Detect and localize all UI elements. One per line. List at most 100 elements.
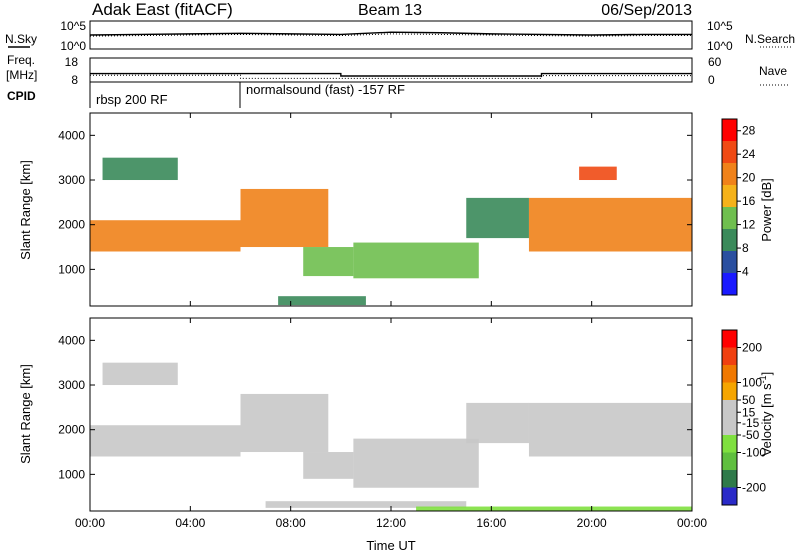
colorbar-swatch	[722, 452, 737, 471]
colorbar-swatch	[722, 229, 737, 252]
power-panel: 1000 2000 3000 4000 Slant Range [km]	[18, 112, 693, 307]
data-band	[466, 197, 529, 239]
cpid-label: CPID	[7, 89, 36, 103]
freq-left-tick-top: 18	[65, 55, 79, 69]
colorbar-frame	[721, 329, 738, 506]
velocity-xtick-layer: 00:00 04:00 08:00 12:00 16:00 20:00 00:00	[75, 516, 707, 530]
y-tick-label: 1000	[58, 262, 85, 276]
colorbar-tick-label: 200	[742, 341, 762, 355]
freq-series	[90, 72, 692, 77]
y-tick-label: 4000	[58, 128, 85, 142]
colorbar-tick-label: 24	[742, 147, 756, 161]
velocity-panel: 1000 2000 3000 4000 00:00 04:00 08:00 12:00 16:…	[18, 317, 707, 553]
colorbar-swatch	[722, 487, 737, 506]
data-band	[416, 506, 692, 511]
data-band	[528, 197, 692, 252]
data-band	[90, 220, 241, 252]
date-title: 06/Sep/2013	[601, 2, 692, 19]
colorbar-swatch	[722, 435, 737, 453]
noise-left-tick-bottom: 10^0	[60, 39, 86, 53]
power-band-layer	[90, 157, 692, 306]
colorbar-swatch	[722, 382, 737, 401]
noise-search-series	[89, 33, 692, 37]
freq-right-tick-top: 60	[708, 55, 722, 69]
data-band	[90, 425, 241, 457]
velocity-ylabel: Slant Range [km]	[18, 364, 33, 464]
beam-title: Beam 13	[358, 2, 422, 19]
nave-series	[90, 74, 692, 79]
colorbar-tick-label: 20	[742, 171, 756, 185]
colorbar-tick-label: 16	[742, 194, 756, 208]
y-tick-label: 3000	[58, 378, 85, 392]
data-band	[303, 247, 354, 277]
colorbar-tick-label: 8	[742, 241, 749, 255]
data-band	[102, 362, 178, 386]
velocity-colorbar-label-sup: -1	[758, 375, 768, 383]
y-tick-label: 4000	[58, 333, 85, 347]
freq-left-tick-bottom: 8	[71, 73, 78, 87]
colorbar-tick-label: 50	[742, 393, 756, 407]
colorbar-tick-label: 100	[742, 376, 762, 390]
data-band	[466, 402, 529, 444]
data-band	[528, 402, 692, 457]
power-colorbar: 4 8 12 16 20 24 28	[721, 118, 756, 296]
data-band	[303, 452, 354, 479]
cpid-segment-1: rbsp 200 RF	[96, 92, 168, 107]
data-band	[278, 296, 366, 306]
x-tick-label: 04:00	[175, 516, 205, 530]
colorbar-tick-label: -200	[742, 481, 766, 495]
data-band	[102, 157, 178, 181]
velocity-colorbar-label-end: ]	[759, 372, 774, 376]
data-band	[240, 393, 329, 453]
colorbar-swatch	[722, 417, 737, 436]
noise-right-label: N.Search	[745, 32, 795, 46]
colorbar-swatch	[722, 365, 737, 383]
x-tick-label: 12:00	[376, 516, 406, 530]
y-tick-label: 2000	[58, 423, 85, 437]
x-tick-label: 20:00	[577, 516, 607, 530]
colorbar-tick-label: 12	[742, 218, 756, 232]
x-tick-label: 00:00	[677, 516, 707, 530]
freq-left-label-1: Freq.	[7, 53, 35, 67]
data-band	[579, 166, 617, 181]
velocity-colorbar-label-main: Velocity [m s	[759, 383, 774, 456]
power-ylabel: Slant Range [km]	[18, 160, 33, 260]
noise-sky-series	[89, 31, 692, 36]
colorbar-tick-label: -15	[742, 416, 760, 430]
colorbar-swatch	[722, 119, 737, 142]
colorbar-tick-label: 15	[742, 405, 756, 419]
y-tick-label: 1000	[58, 467, 85, 481]
colorbar-swatch	[722, 273, 737, 296]
noise-left-label: N.Sky	[5, 32, 37, 46]
noise-left-tick-top: 10^5	[60, 19, 86, 33]
freq-panel-frame	[89, 57, 693, 83]
velocity-band-layer	[90, 362, 692, 511]
y-tick-label: 3000	[58, 173, 85, 187]
colorbar-tick-label: -100	[742, 446, 766, 460]
velocity-ytick-layer: 1000 2000 3000 4000	[58, 318, 693, 511]
colorbar-swatch	[722, 400, 737, 418]
colorbar-frame	[721, 118, 738, 296]
colorbar-swatch	[722, 185, 737, 208]
colorbar-tick-label: -50	[742, 428, 760, 442]
freq-left-label-2: [MHz]	[6, 68, 37, 82]
colorbar-swatch	[722, 330, 737, 348]
data-band	[353, 438, 479, 488]
x-tick-label: 00:00	[75, 516, 105, 530]
colorbar-swatch	[722, 163, 737, 186]
power-ytick-layer: 1000 2000 3000 4000	[58, 113, 693, 306]
colorbar-tick-label: 4	[742, 265, 749, 279]
x-tick-label: 16:00	[476, 516, 506, 530]
y-tick-label: 2000	[58, 218, 85, 232]
velocity-colorbar-label: Velocity [m s-1]	[758, 372, 774, 457]
cpid-segment-2: normalsound (fast) -157 RF	[246, 82, 405, 97]
noise-right-tick-bottom: 10^0	[707, 39, 733, 53]
data-band	[353, 242, 479, 279]
colorbar-swatch	[722, 470, 737, 488]
nave-right-label: Nave	[759, 64, 787, 78]
noise-right-tick-top: 10^5	[707, 19, 733, 33]
freq-right-tick-bottom: 0	[708, 73, 715, 87]
data-band	[240, 188, 329, 248]
